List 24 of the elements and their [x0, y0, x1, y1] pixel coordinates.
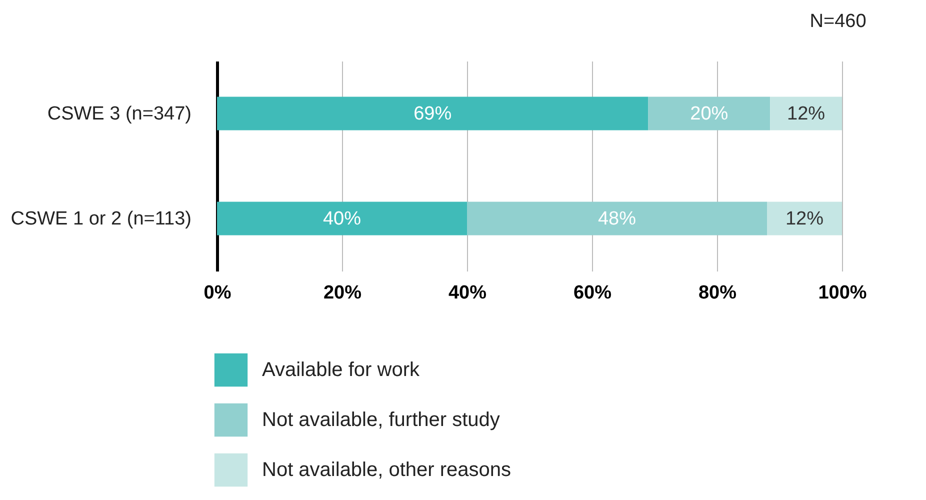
x-tick-label: 80%	[698, 282, 737, 304]
bar	[770, 96, 842, 130]
x-tick-label: 20%	[323, 282, 362, 304]
y-tick-label: CSWE 1 or 2 (n=113)	[10, 208, 192, 230]
data-label: 40%	[322, 208, 362, 230]
x-tick-label: 100%	[818, 282, 867, 304]
text: N=460	[810, 11, 866, 32]
legend-label: Not available, further study	[262, 409, 500, 431]
bar	[648, 96, 770, 130]
legend-label: Available for work	[262, 359, 420, 381]
bar	[217, 202, 467, 236]
bar	[217, 96, 648, 130]
data-label: 69%	[414, 104, 452, 124]
data-label: 12%	[785, 208, 824, 230]
x-tick-label: 40%	[448, 282, 487, 304]
x-tick-label: 0%	[204, 282, 232, 304]
bar	[767, 202, 842, 236]
bar	[467, 202, 767, 236]
data-label: 48%	[598, 208, 636, 230]
data-label: 12%	[787, 104, 826, 124]
y-tick-label: CSWE 3 (n=347)	[47, 104, 192, 124]
data-label: 20%	[690, 104, 728, 124]
x-tick-label: 60%	[573, 282, 612, 304]
legend-label: Not available, other reasons	[262, 459, 512, 481]
